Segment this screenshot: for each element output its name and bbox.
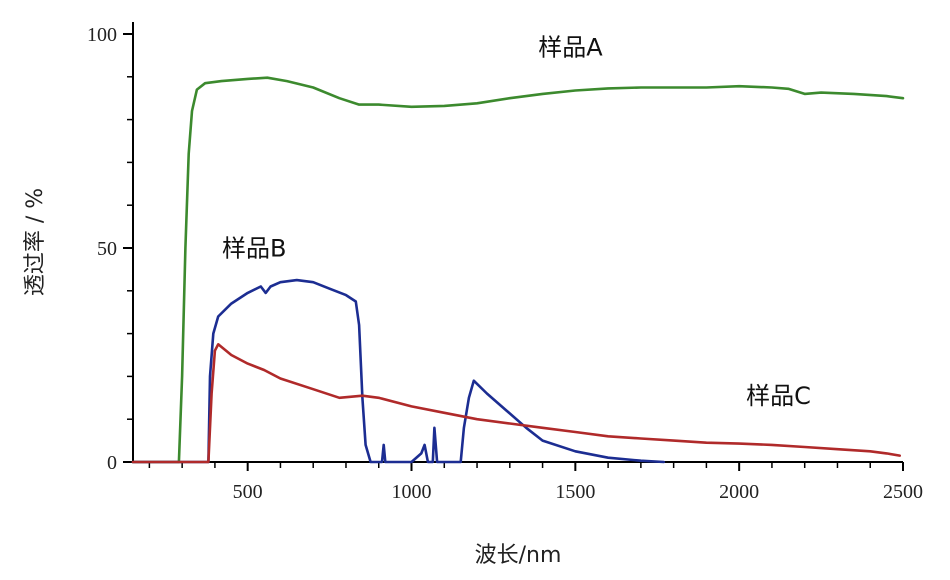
x-tick-label: 500 xyxy=(233,481,263,503)
series-annotation-3: 样品C xyxy=(746,382,811,410)
series-group xyxy=(131,76,905,464)
labels-group: 样品A 样品B 样品C xyxy=(222,33,811,410)
axes: 0 50 100 500 1000 1500 2000 2500 波长/nm 透过率 / % xyxy=(23,22,923,568)
series-line-1 xyxy=(131,76,905,464)
x-tick-label: 2500 xyxy=(883,481,923,503)
series-line-2 xyxy=(131,278,666,464)
x-tick-label: 1500 xyxy=(555,481,595,503)
y-tick-label: 100 xyxy=(87,24,117,46)
x-axis-title: 波长/nm xyxy=(475,543,562,568)
x-tick-label: 2000 xyxy=(719,481,759,503)
series-annotation-1: 样品A xyxy=(538,33,603,61)
series-annotation-2: 样品B xyxy=(222,235,286,263)
series-line-3 xyxy=(131,343,901,464)
x-tick-label: 1000 xyxy=(392,481,432,503)
y-tick-label: 50 xyxy=(97,238,117,260)
y-tick-label: 0 xyxy=(107,452,117,474)
y-axis-title: 透过率 / % xyxy=(23,188,48,296)
